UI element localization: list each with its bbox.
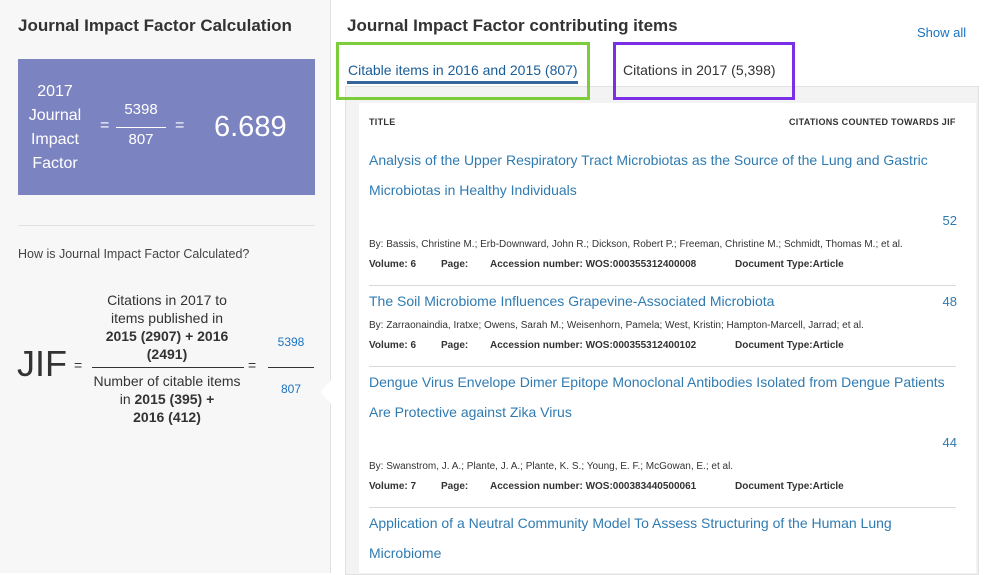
formula-denominator-text: Number of citable items in <box>93 373 241 407</box>
jif-denominator: 807 <box>128 131 154 148</box>
column-header-title: TITLE <box>369 117 396 127</box>
divider <box>18 225 315 226</box>
active-tab-underline <box>347 81 578 84</box>
equals-sign: = <box>248 357 257 373</box>
item-accession: Accession number: WOS:000355312400008 <box>490 259 697 270</box>
row-separator <box>369 507 956 508</box>
pointer-caret <box>320 380 331 404</box>
formula-numerator-text: Citations in 2017 to items published in <box>107 292 227 326</box>
jif-year-line: Impact <box>30 131 79 148</box>
fraction-bar <box>268 367 314 368</box>
item-authors: By: Swanstrom, J. A.; Plante, J. A.; Pla… <box>369 461 734 472</box>
tab-highlight-box <box>336 42 590 100</box>
item-volume: Volume: 7 <box>369 481 417 492</box>
jif-year-line: Journal <box>28 107 82 124</box>
fraction-bar <box>92 367 244 368</box>
jif-calculation-panel: Journal Impact Factor Calculation 2017 J… <box>0 0 331 573</box>
jif-formula-label: JIF <box>17 343 67 384</box>
jif-year-line: 2017 <box>37 83 73 100</box>
item-page: Page: <box>441 259 469 270</box>
formula-numerator-bold: (2491) <box>146 346 188 362</box>
item-doctype: Document Type:Article <box>735 259 844 270</box>
item-title-link[interactable]: Application of a Neutral Community Model… <box>369 515 892 561</box>
formula-result-numerator-link[interactable]: 5398 <box>277 335 305 349</box>
item-volume: Volume: 6 <box>369 340 417 351</box>
item-page: Page: <box>441 340 469 351</box>
formula-denominator-bold: 2015 (395) + <box>134 391 215 407</box>
item-page: Page: <box>441 481 469 492</box>
item-doctype: Document Type:Article <box>735 340 844 351</box>
formula-denominator-bold: 2016 (412) <box>133 409 201 425</box>
jif-year-line: Factor <box>32 155 78 172</box>
item-citation-count[interactable]: 52 <box>942 213 957 228</box>
item-citation-count[interactable]: 48 <box>942 294 957 309</box>
item-citation-count[interactable]: 44 <box>942 435 957 450</box>
item-title-link[interactable]: The Soil Microbiome Influences Grapevine… <box>369 293 775 309</box>
item-title-link[interactable]: Analysis of the Upper Respiratory Tract … <box>369 152 928 198</box>
column-header-citations: CITATIONS COUNTED TOWARDS JIF <box>789 117 956 127</box>
jif-value: 6.689 <box>214 111 287 143</box>
item-doctype: Document Type:Article <box>735 481 844 492</box>
formula-numerator: Citations in 2017 to items published in … <box>92 291 242 363</box>
equals-sign: = <box>74 357 83 373</box>
formula-result-denominator-link[interactable]: 807 <box>280 382 302 396</box>
row-separator <box>369 285 956 286</box>
contributing-items-title: Journal Impact Factor contributing items <box>347 16 678 35</box>
item-authors: By: Zarraonaindia, Iratxe; Owens, Sarah … <box>369 320 864 331</box>
row-separator <box>369 366 956 367</box>
item-authors: By: Bassis, Christine M.; Erb-Downward, … <box>369 239 903 250</box>
tab-highlight-box <box>613 42 795 100</box>
item-title-link[interactable]: Dengue Virus Envelope Dimer Epitope Mono… <box>369 374 945 420</box>
item-accession: Accession number: WOS:000355312400102 <box>490 340 697 351</box>
show-all-link[interactable]: Show all <box>917 25 967 40</box>
jif-numerator: 5398 <box>124 101 158 118</box>
jif-year-label: 2017 Journal Impact Factor <box>24 80 86 176</box>
panel-title: Journal Impact Factor Calculation <box>18 16 292 35</box>
item-accession: Accession number: WOS:000383440500061 <box>490 481 697 492</box>
formula-numerator-bold: 2015 (2907) + 2016 <box>105 328 229 344</box>
tab-citable-items[interactable]: Citable items in 2016 and 2015 (807) <box>348 62 578 78</box>
tab-citations[interactable]: Citations in 2017 (5,398) <box>623 62 776 78</box>
items-list <box>359 103 976 573</box>
how-calculated-label: How is Journal Impact Factor Calculated? <box>18 247 250 261</box>
jif-summary-box: 2017 Journal Impact Factor = 5398 807 = … <box>18 59 315 195</box>
equals-sign: = <box>100 117 110 134</box>
item-volume: Volume: 6 <box>369 259 417 270</box>
fraction-bar <box>116 127 166 128</box>
formula-denominator: Number of citable items in 2015 (395) + … <box>92 372 242 426</box>
equals-sign: = <box>175 117 185 134</box>
